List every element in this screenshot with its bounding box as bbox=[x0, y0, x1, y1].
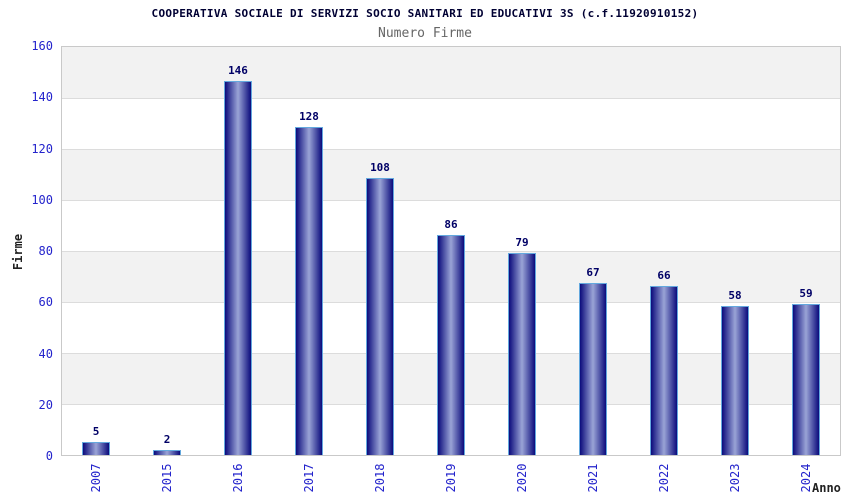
bar-value-label: 128 bbox=[299, 110, 319, 123]
gridline bbox=[62, 98, 840, 99]
bar-value-label: 108 bbox=[370, 161, 390, 174]
bar bbox=[437, 235, 465, 455]
x-axis-label: 2024 bbox=[799, 463, 813, 493]
plot-area bbox=[61, 46, 841, 456]
bar bbox=[792, 304, 820, 455]
bar bbox=[224, 81, 252, 455]
x-axis-label: 2017 bbox=[302, 463, 316, 493]
bar bbox=[579, 283, 607, 455]
plot-band bbox=[62, 47, 840, 98]
bar bbox=[721, 306, 749, 455]
bar-value-label: 59 bbox=[799, 287, 813, 300]
x-axis-label: 2015 bbox=[160, 463, 174, 493]
x-axis-label: 2018 bbox=[373, 463, 387, 493]
bar bbox=[366, 178, 394, 455]
chart-subtitle: Numero Firme bbox=[378, 26, 472, 41]
plot-band bbox=[62, 98, 840, 149]
y-axis-tick: 100 bbox=[31, 193, 53, 207]
x-axis-label: 2007 bbox=[89, 463, 103, 493]
gridline bbox=[62, 149, 840, 150]
x-axis-label: 2020 bbox=[515, 463, 529, 493]
plot-band bbox=[62, 149, 840, 200]
bar-value-label: 58 bbox=[728, 289, 742, 302]
bar-value-label: 2 bbox=[163, 433, 171, 446]
bar-value-label: 67 bbox=[586, 266, 600, 279]
y-axis-tick: 120 bbox=[31, 142, 53, 156]
bar bbox=[295, 127, 323, 455]
x-axis-label: 2023 bbox=[728, 463, 742, 493]
y-axis-tick: 160 bbox=[31, 39, 53, 53]
bar-value-label: 66 bbox=[657, 269, 671, 282]
chart-title: COOPERATIVA SOCIALE DI SERVIZI SOCIO SAN… bbox=[151, 7, 699, 20]
x-axis-label: 2022 bbox=[657, 463, 671, 493]
x-axis-label: 2021 bbox=[586, 463, 600, 493]
gridline bbox=[62, 200, 840, 201]
bar bbox=[153, 450, 181, 455]
bar-value-label: 79 bbox=[515, 236, 529, 249]
bar-value-label: 146 bbox=[228, 64, 248, 77]
y-axis-tick: 60 bbox=[38, 295, 53, 309]
y-axis-tick: 20 bbox=[38, 398, 53, 412]
bar bbox=[508, 253, 536, 455]
x-axis-label: 2016 bbox=[231, 463, 245, 493]
x-axis-label: 2019 bbox=[444, 463, 458, 493]
bar bbox=[82, 442, 110, 455]
bar-value-label: 86 bbox=[444, 218, 458, 231]
y-axis-tick: 40 bbox=[38, 347, 53, 361]
bar-value-label: 5 bbox=[92, 425, 100, 438]
y-axis-tick: 80 bbox=[38, 244, 53, 258]
y-axis-tick: 140 bbox=[31, 90, 53, 104]
y-axis-tick: 0 bbox=[45, 449, 53, 463]
bar bbox=[650, 286, 678, 455]
x-axis-title: Anno bbox=[812, 481, 841, 495]
